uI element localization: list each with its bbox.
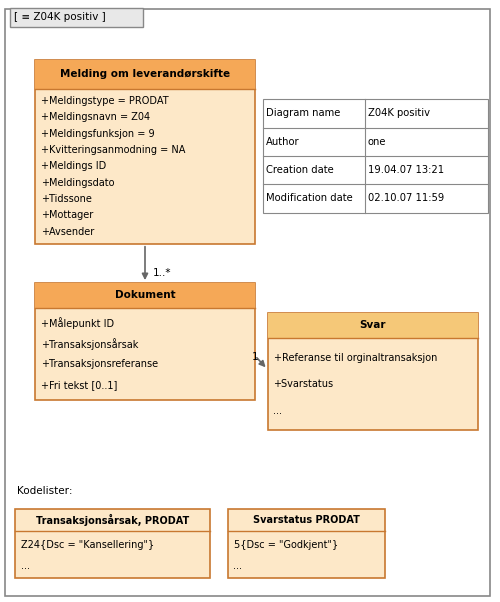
Text: +Mottager: +Mottager	[41, 210, 93, 220]
Text: [ ≡ Z04K positiv ]: [ ≡ Z04K positiv ]	[14, 13, 106, 22]
Text: Z24{Dsc = "Kansellering"}: Z24{Dsc = "Kansellering"}	[21, 540, 154, 550]
Text: +Svarstatus: +Svarstatus	[274, 379, 334, 389]
Bar	[10, 8, 142, 27]
Text: ...: ...	[234, 560, 242, 571]
Text: +Kvitteringsanmodning = NA: +Kvitteringsanmodning = NA	[41, 145, 186, 155]
Text: +Transaksjonsreferanse: +Transaksjonsreferanse	[41, 359, 158, 369]
Text: ...: ...	[21, 560, 30, 571]
Text: +Fri tekst [0..1]: +Fri tekst [0..1]	[41, 380, 117, 390]
Text: Author: Author	[266, 137, 299, 147]
Text: Diagram name: Diagram name	[266, 108, 340, 119]
Text: +Meldingstype = PRODAT: +Meldingstype = PRODAT	[41, 96, 168, 106]
Text: ...: ...	[274, 406, 282, 415]
Bar	[35, 283, 255, 308]
Bar	[268, 313, 478, 430]
Text: +Referanse til orginaltransaksjon: +Referanse til orginaltransaksjon	[274, 353, 437, 362]
Text: Modification date: Modification date	[266, 193, 352, 203]
Text: 1: 1	[252, 352, 258, 362]
Bar	[35, 60, 255, 244]
Text: Kodelister:: Kodelister:	[18, 486, 73, 495]
Bar	[262, 99, 488, 213]
Text: 5{Dsc = "Godkjent"}: 5{Dsc = "Godkjent"}	[234, 540, 338, 550]
Text: Dokument: Dokument	[114, 290, 176, 300]
Text: one: one	[368, 137, 386, 147]
Bar	[228, 509, 385, 578]
Bar	[35, 283, 255, 400]
Bar	[35, 60, 255, 88]
Text: 1..*: 1..*	[152, 268, 171, 278]
Text: +Målepunkt ID: +Målepunkt ID	[41, 317, 114, 329]
Text: +Tidssone: +Tidssone	[41, 194, 92, 204]
Text: +Meldingsfunksjon = 9: +Meldingsfunksjon = 9	[41, 129, 154, 138]
Text: +Meldings ID: +Meldings ID	[41, 161, 106, 171]
Text: 02.10.07 11:59: 02.10.07 11:59	[368, 193, 444, 203]
Text: Svarstatus PRODAT: Svarstatus PRODAT	[253, 515, 360, 525]
Bar	[15, 509, 210, 578]
Text: +Meldingsnavn = Z04: +Meldingsnavn = Z04	[41, 112, 150, 122]
Text: Svar: Svar	[359, 320, 386, 330]
Text: Creation date: Creation date	[266, 165, 333, 175]
Text: Melding om leverandørskifte: Melding om leverandørskifte	[60, 69, 230, 79]
Text: Z04K positiv: Z04K positiv	[368, 108, 430, 119]
Text: +Transaksjonsårsak: +Transaksjonsårsak	[41, 338, 138, 350]
Text: Transaksjonsårsak, PRODAT: Transaksjonsårsak, PRODAT	[36, 514, 189, 526]
Text: +Meldingsdato: +Meldingsdato	[41, 178, 115, 188]
Text: 19.04.07 13:21: 19.04.07 13:21	[368, 165, 444, 175]
Text: +Avsender: +Avsender	[41, 226, 94, 237]
Bar	[268, 313, 478, 338]
